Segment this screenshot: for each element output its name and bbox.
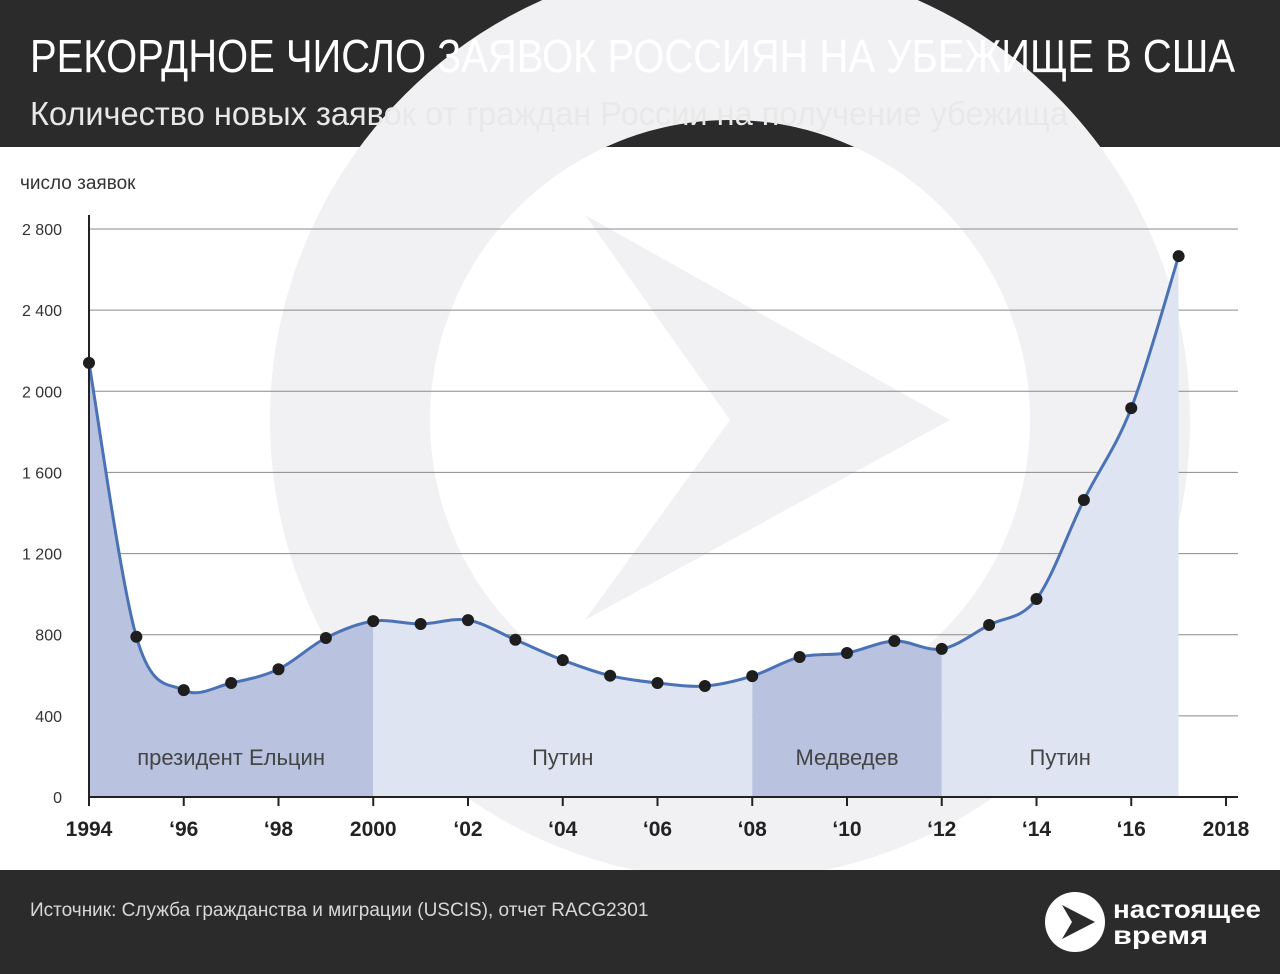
y-tick-label: 2 000 <box>22 384 62 401</box>
x-tick-label: 2018 <box>1203 818 1250 841</box>
y-tick-label: 1 600 <box>22 465 62 482</box>
x-tick-label: 1994 <box>66 818 113 841</box>
brand-logo: настоящее время <box>1045 892 1261 952</box>
data-point <box>319 631 332 644</box>
period-label: президент Ельцин <box>137 745 325 770</box>
y-tick-label: 2 800 <box>22 222 62 239</box>
brand-line: время <box>1113 922 1208 950</box>
data-point <box>793 651 806 664</box>
x-tick-label: ‘02 <box>453 818 482 841</box>
x-tick-label: ‘16 <box>1117 818 1146 841</box>
x-tick-label: ‘06 <box>643 818 672 841</box>
data-point <box>651 676 664 689</box>
x-tick-label: ‘10 <box>832 818 861 841</box>
data-point <box>414 617 427 630</box>
data-point <box>225 676 238 689</box>
x-tick-label: ‘96 <box>169 818 198 841</box>
period-label: Путин <box>1030 745 1091 770</box>
y-tick-label: 2 400 <box>22 303 62 320</box>
chart-subtitle: Количество новых заявок от граждан Росси… <box>30 95 1069 132</box>
data-point <box>177 684 190 697</box>
x-tick-label: ‘08 <box>738 818 768 841</box>
data-point <box>1125 402 1138 415</box>
x-tick-label: ‘14 <box>1022 818 1052 841</box>
data-point <box>556 654 569 667</box>
x-tick-label: 2000 <box>350 818 397 841</box>
data-point <box>983 618 996 631</box>
period-label: Медведев <box>795 745 898 770</box>
data-point <box>272 663 285 676</box>
brand-line: настоящее <box>1113 896 1261 924</box>
data-point <box>462 614 474 627</box>
data-point <box>841 646 853 659</box>
data-point <box>1172 250 1185 263</box>
chart-title: РЕКОРДНОЕ ЧИСЛО ЗАЯВОК РОССИЯН НА УБЕЖИЩ… <box>30 30 1235 82</box>
watermark <box>270 0 1190 880</box>
y-tick-label: 1 200 <box>22 547 62 564</box>
y-tick-label: 800 <box>35 628 62 645</box>
data-point <box>509 633 522 646</box>
y-tick-label: 0 <box>53 790 62 807</box>
data-point <box>935 642 948 655</box>
source: Источник: Служба гражданства и миграции … <box>30 900 648 921</box>
logo-arrow <box>1062 905 1095 939</box>
data-point <box>888 635 901 648</box>
data-point <box>367 615 380 628</box>
x-tick-label: ‘04 <box>548 818 578 841</box>
x-tick-label: ‘98 <box>264 818 294 841</box>
period-label: Путин <box>532 745 593 770</box>
watermark-ring <box>270 0 1190 880</box>
data-point <box>130 630 143 643</box>
y-axis-label: число заявок <box>20 173 136 194</box>
data-point <box>698 680 711 693</box>
data-point <box>1077 494 1090 507</box>
data-point <box>604 669 617 682</box>
x-tick-label: ‘12 <box>927 818 956 841</box>
data-point <box>1030 593 1043 606</box>
y-tick-label: 400 <box>35 709 62 726</box>
watermark-arrow <box>585 215 950 620</box>
data-point <box>746 670 759 683</box>
